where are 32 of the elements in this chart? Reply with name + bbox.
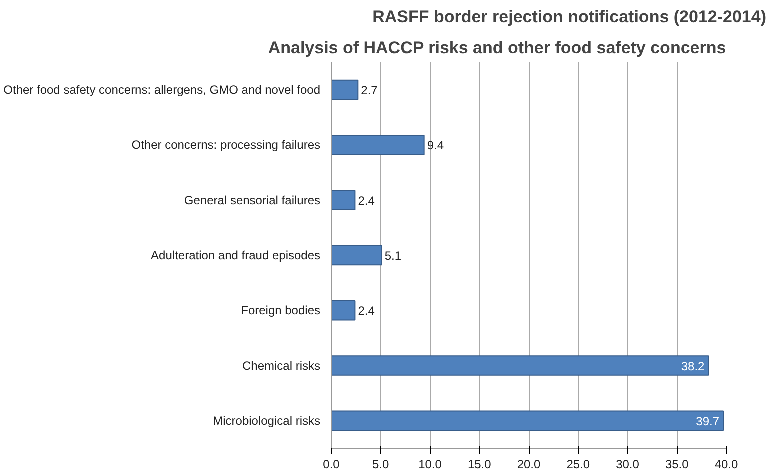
y-tick-label: Other concerns: processing failures: [132, 138, 321, 152]
x-tick-label: 30.0: [616, 458, 640, 471]
bar: [332, 410, 724, 432]
data-label: 2.4: [358, 304, 376, 318]
y-tick-label: Adulteration and fraud episodes: [151, 248, 320, 262]
x-tick-label: 35.0: [665, 458, 690, 471]
chart-subtitle: Analysis of HACCP risks and other food safety concerns: [268, 38, 726, 58]
x-tick-label: 25.0: [566, 458, 590, 471]
data-label: 2.7: [361, 84, 378, 98]
data-label: 38.2: [681, 359, 706, 374]
y-tick-label: Chemical risks: [242, 358, 321, 373]
bar: [332, 356, 710, 376]
chart-title: RASFF border rejection notifications (2012-2014): [372, 8, 766, 26]
y-tick-label: General sensorial failures: [184, 193, 321, 208]
data-label: 9.4: [427, 138, 444, 153]
x-tick-label: 15.0: [468, 458, 492, 471]
data-label: 5.1: [384, 249, 402, 263]
x-tick-label: 5.0: [372, 458, 390, 471]
bar: [332, 300, 356, 321]
x-tick-label: 20.0: [517, 458, 542, 471]
y-tick-label: Other food safety concerns: allergens, GMO and novel food: [4, 83, 321, 98]
bar: [332, 80, 359, 100]
data-label: 2.4: [358, 194, 376, 208]
y-tick-label: Microbiological risks: [213, 414, 321, 428]
x-tick-label: 10.0: [418, 458, 442, 471]
bar: [332, 245, 382, 266]
bar: [332, 190, 356, 211]
y-tick-label: Foreign bodies: [241, 304, 321, 318]
bar: [332, 135, 425, 156]
x-tick-label: 40.0: [714, 458, 739, 471]
x-tick-label: 0.0: [323, 458, 340, 471]
data-label: 39.7: [696, 414, 720, 428]
